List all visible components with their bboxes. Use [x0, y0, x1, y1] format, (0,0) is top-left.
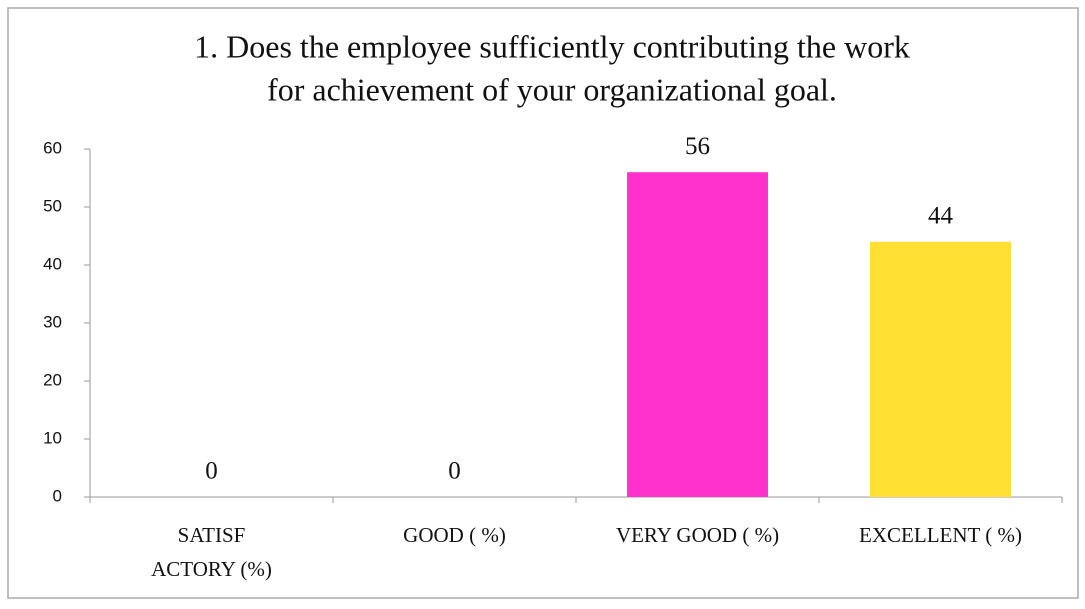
data-label: 56	[685, 133, 710, 160]
bar	[870, 241, 1011, 497]
x-tick-label: GOOD ( %)	[403, 523, 506, 547]
y-tick-label: 0	[53, 486, 62, 505]
y-tick-label: 40	[43, 254, 62, 273]
x-tick-label: SATISF	[178, 523, 246, 547]
y-tick-label: 60	[43, 138, 62, 157]
y-tick-label: 30	[43, 312, 62, 331]
data-label: 0	[205, 458, 218, 485]
chart-title: 1. Does the employee sufficiently contri…	[194, 28, 910, 64]
x-tick-label: VERY GOOD ( %)	[616, 523, 779, 547]
y-tick-label: 10	[43, 428, 62, 447]
y-tick-label: 20	[43, 370, 62, 389]
x-tick-label: ACTORY (%)	[151, 557, 272, 581]
data-label: 0	[448, 458, 461, 485]
x-tick-label: EXCELLENT ( %)	[859, 523, 1022, 547]
chart-title: for achievement of your organizational g…	[267, 71, 837, 107]
y-tick-label: 50	[43, 196, 62, 215]
data-label: 44	[928, 203, 954, 230]
bar	[627, 172, 768, 497]
